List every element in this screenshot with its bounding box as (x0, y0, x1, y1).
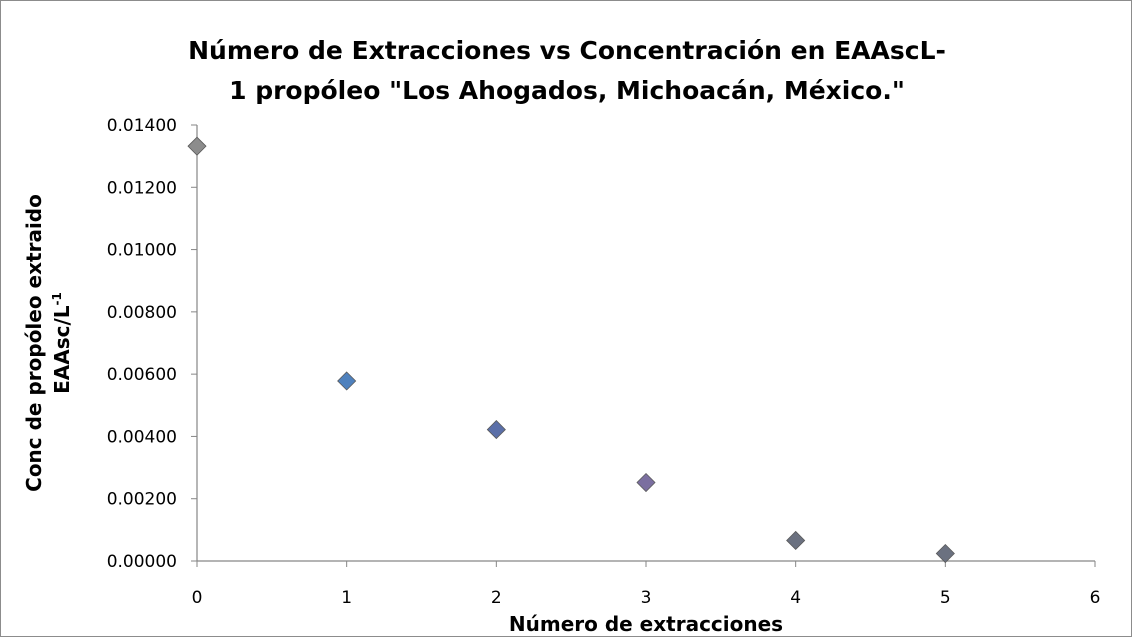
x-tick-label: 2 (491, 588, 502, 608)
y-axis-label-line-1: Conc de propóleo extraido (22, 194, 46, 492)
axes (196, 125, 1095, 562)
x-tick-label: 3 (641, 588, 652, 608)
x-tick-label: 6 (1090, 588, 1101, 608)
y-tick-label: 0.01200 (107, 178, 177, 198)
y-tick-label: 0.00200 (107, 490, 177, 510)
chart-title-line-1: Número de Extracciones vs Concentración … (188, 36, 946, 65)
x-tick-label: 5 (940, 588, 951, 608)
data-point (486, 420, 506, 440)
data-point (636, 472, 656, 493)
data-point (935, 543, 955, 564)
y-axis-label-line-2: EAAsc/L-1 (50, 292, 74, 394)
y-tick-label: 0.00400 (107, 427, 177, 447)
y-tick-labels: 0.00000 0.00200 0.00400 0.00600 0.00800 0.010… (107, 116, 197, 572)
data-points (187, 136, 955, 564)
data-point (337, 371, 357, 391)
chart-title: Número de Extracciones vs Concentración … (188, 36, 946, 105)
chart-title-line-2: 1 propóleo "Los Ahogados, Michoacán, Méx… (229, 76, 905, 105)
x-axis-label: Número de extracciones (509, 612, 783, 636)
y-tick-label: 0.01400 (107, 116, 177, 136)
data-point (786, 530, 806, 551)
x-tick-label: 0 (192, 588, 203, 608)
y-tick-label: 0.00600 (107, 365, 177, 385)
y-axis-label: Conc de propóleo extraido EAAsc/L-1 (22, 194, 74, 492)
x-tick-label: 1 (341, 588, 352, 608)
x-tick-labels: 0 1 2 3 4 5 6 (192, 561, 1101, 608)
y-tick-label: 0.00800 (107, 303, 177, 323)
data-point (187, 136, 207, 156)
y-axis-label-superscript: -1 (50, 292, 64, 305)
y-tick-label: 0.01000 (107, 241, 177, 261)
y-tick-label: 0.00000 (107, 552, 177, 572)
y-axis-label-unit: EAAsc/L (50, 305, 74, 394)
x-tick-label: 4 (790, 588, 801, 608)
